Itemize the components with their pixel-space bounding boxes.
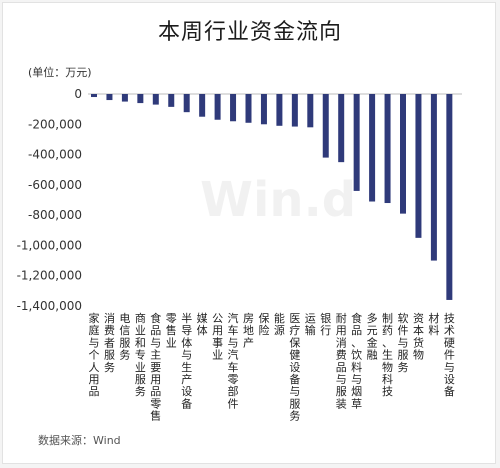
bar bbox=[369, 94, 376, 202]
x-category-label: 材料 bbox=[428, 311, 439, 337]
bar bbox=[121, 94, 128, 102]
x-category-label: 保险 bbox=[258, 311, 269, 337]
y-tick-label: -600,000 bbox=[28, 178, 82, 192]
bar bbox=[353, 94, 360, 191]
x-category-label: 电信服务 bbox=[119, 312, 130, 362]
watermark-logo: Win.d bbox=[200, 172, 357, 228]
y-tick-label: -800,000 bbox=[28, 208, 82, 222]
y-tick-label: -1,000,000 bbox=[17, 238, 82, 252]
x-category-label: 食品与主要用品零售 bbox=[150, 311, 161, 423]
y-tick-label: -1,400,000 bbox=[17, 299, 82, 313]
x-category-label: 制药、生物科技 bbox=[382, 312, 393, 398]
bar bbox=[260, 94, 267, 125]
x-category-label: 家庭与个人用品 bbox=[89, 311, 100, 398]
x-category-label: 半导体与生产设备 bbox=[181, 311, 192, 410]
bar bbox=[400, 94, 406, 214]
bar bbox=[415, 94, 422, 238]
x-category-label: 食品、饮料与烟草 bbox=[351, 311, 362, 410]
y-tick-label: 0 bbox=[74, 87, 82, 101]
x-category-label: 媒体 bbox=[197, 312, 208, 337]
bar bbox=[276, 94, 283, 126]
bar bbox=[214, 94, 221, 120]
bar bbox=[338, 94, 345, 163]
y-tick-label: -1,200,000 bbox=[17, 269, 82, 283]
bar bbox=[137, 94, 144, 104]
y-tick-label: -200,000 bbox=[28, 117, 82, 131]
chart-title: 本周行业资金流向 bbox=[157, 20, 342, 45]
x-category-label: 零售业 bbox=[166, 312, 177, 349]
bar bbox=[106, 94, 113, 101]
x-category-label: 耐用消费品与服装 bbox=[336, 312, 347, 410]
x-category-label: 商业和专业服务 bbox=[135, 311, 146, 398]
x-category-label: 消费者服务 bbox=[104, 311, 115, 374]
source-note: 数据来源：Wind bbox=[38, 434, 121, 447]
x-category-label: 多元金融 bbox=[367, 311, 378, 362]
x-category-label: 医疗保健设备与服务 bbox=[289, 312, 300, 423]
x-category-label: 软件与服务 bbox=[398, 311, 409, 374]
y-tick-label: -400,000 bbox=[28, 148, 82, 162]
bar bbox=[91, 94, 97, 98]
bar bbox=[183, 94, 190, 113]
bar bbox=[168, 94, 175, 107]
x-category-label: 运输 bbox=[305, 312, 316, 337]
x-category-label: 能源 bbox=[274, 311, 285, 337]
x-category-label: 公用事业 bbox=[212, 312, 223, 362]
bar bbox=[430, 94, 437, 261]
bar bbox=[152, 94, 159, 105]
x-category-label: 技术硬件与设备 bbox=[444, 312, 455, 398]
bar bbox=[322, 94, 329, 158]
bar bbox=[291, 94, 298, 127]
x-category-label: 汽车与汽车零部件 bbox=[228, 311, 239, 410]
bar bbox=[307, 94, 314, 128]
bar bbox=[384, 94, 391, 204]
bar bbox=[446, 94, 453, 300]
bar bbox=[245, 94, 252, 123]
unit-label: (单位：万元) bbox=[28, 66, 92, 79]
x-category-label: 资本货物 bbox=[413, 312, 424, 362]
chart-frame bbox=[2, 2, 496, 464]
bar bbox=[230, 94, 237, 122]
x-category-label: 银行 bbox=[320, 311, 331, 337]
x-category-label: 房地产 bbox=[243, 312, 254, 349]
bar bbox=[199, 94, 206, 117]
